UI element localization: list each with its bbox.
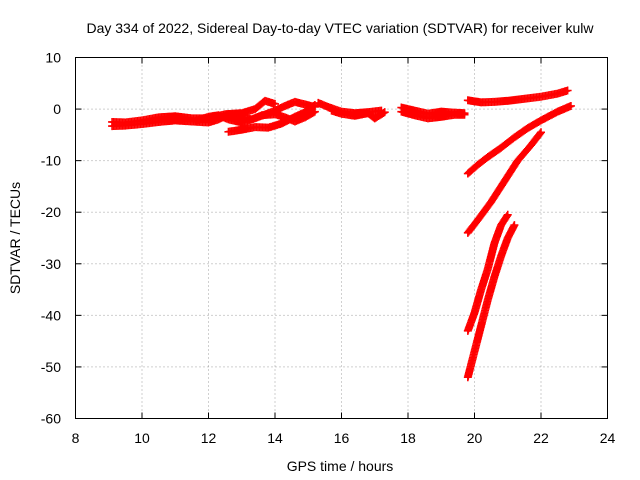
y-tick-label: 10 [45,50,61,66]
y-tick-label: -60 [41,411,61,427]
series-track-8 [397,107,469,123]
y-tick-label: -50 [41,359,61,375]
series-track-9 [463,86,572,107]
data-point [380,108,389,117]
x-tick-label: 8 [72,430,80,446]
data-point [460,110,469,119]
x-tick-label: 22 [533,430,549,446]
data-point [510,221,519,230]
data-point [536,129,545,138]
series-track-13 [463,221,519,382]
y-tick-label: -40 [41,307,61,323]
x-tick-label: 24 [600,430,616,446]
y-tick-label: 0 [53,101,61,117]
data-point [309,101,318,110]
x-tick-label: 20 [467,430,483,446]
x-tick-label: 16 [334,430,350,446]
axis-ticks [75,57,608,419]
chart-title: Day 334 of 2022, Sidereal Day-to-day VTE… [86,20,594,36]
series-track-4 [224,100,319,136]
x-tick-label: 12 [201,430,217,446]
y-axis-label: SDTVAR / TECUs [7,182,23,294]
data-point [502,212,511,221]
y-tick-label: -20 [41,204,61,220]
y-tick-labels: -60 -50 -40 -30 -20 -10 0 10 [41,50,61,427]
y-tick-label: -30 [41,256,61,272]
data-point [537,128,545,137]
x-tick-label: 10 [134,430,150,446]
data-point [563,86,572,95]
series-track-11 [463,128,545,237]
y-tick-label: -10 [41,153,61,169]
series-track-6 [327,106,389,123]
series-track-10 [463,101,575,178]
data-points [108,86,575,382]
x-axis-label: GPS time / hours [287,458,394,474]
x-tick-labels: 8 10 12 14 16 18 20 22 24 [72,430,616,446]
data-point [271,99,279,108]
series-track-12 [463,210,512,335]
x-tick-label: 18 [400,430,416,446]
data-point [566,101,575,110]
data-point [503,210,512,219]
data-point [310,107,319,116]
x-tick-label: 14 [267,430,283,446]
